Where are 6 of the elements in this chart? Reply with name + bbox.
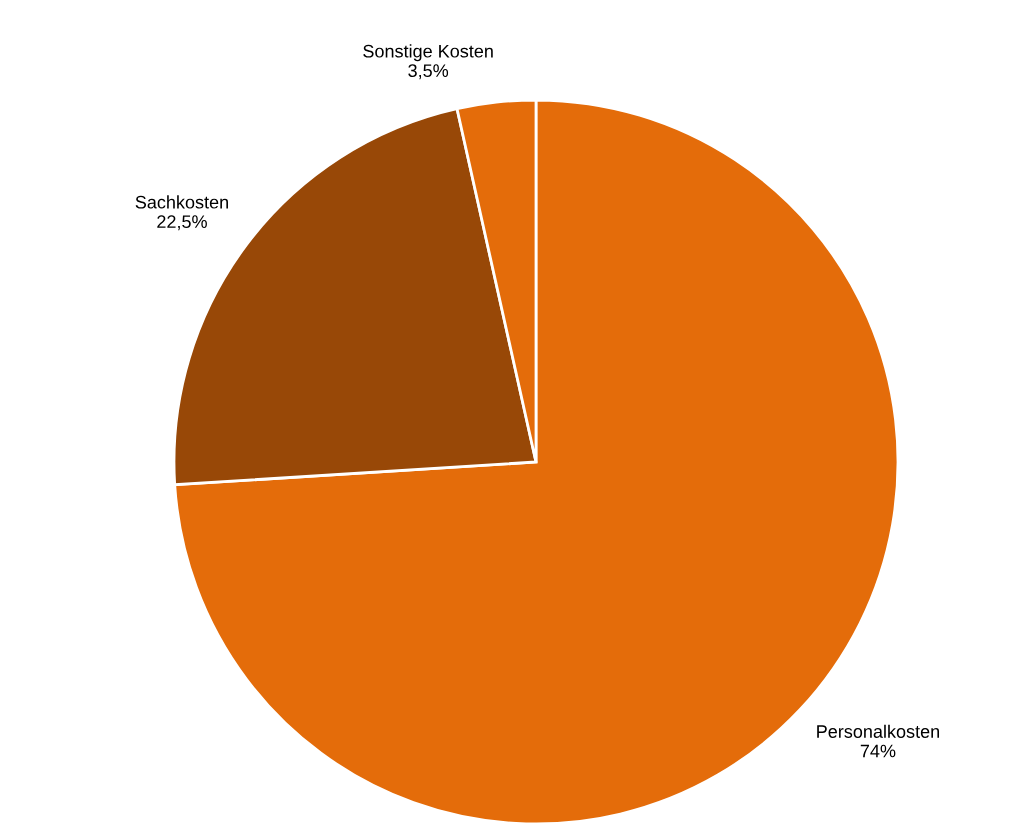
data-label: 3,5% bbox=[408, 64, 449, 80]
slice-label: Sachkosten bbox=[135, 195, 228, 209]
data-label: 22,5% bbox=[157, 215, 207, 231]
data-label: 74% bbox=[860, 744, 896, 758]
slice-label: Sonstige Kosten bbox=[363, 44, 493, 62]
slice-label: Personalkosten bbox=[817, 724, 940, 738]
